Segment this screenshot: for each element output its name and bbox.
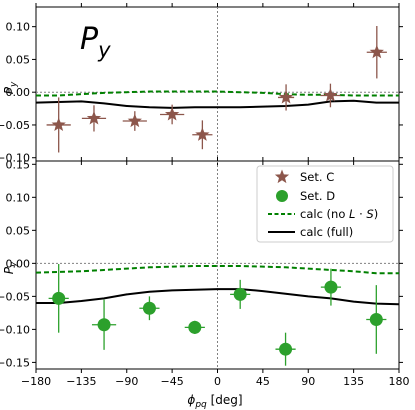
- top-y-tick-label: 0.05: [6, 53, 31, 66]
- top-y-tick-label: −0.10: [0, 152, 30, 165]
- legend-entry-calc-full: calc (full): [268, 225, 353, 239]
- top-y-tick-label: 0.00: [6, 86, 31, 99]
- data-point-set-d: [279, 342, 293, 356]
- top-panel-title-sub: y: [97, 38, 111, 62]
- top-panel: −0.10 −0.05 0.00 0.05 0.10: [0, 3, 403, 165]
- bottom-y-tick-label: −0.10: [0, 323, 30, 336]
- legend-box: [256, 165, 394, 243]
- data-point-set-c: [51, 117, 66, 132]
- bottom-y-axis-label: Py: [2, 261, 19, 274]
- x-tick-label: −180: [21, 375, 51, 388]
- bottom-y-tick-label: −0.15: [0, 356, 30, 369]
- x-tick-label: 0: [214, 375, 221, 388]
- top-y-axis-label: Py: [2, 81, 19, 94]
- bottom-y-tick-label: 0.15: [6, 158, 31, 171]
- top-y-tick-label: −0.05: [0, 119, 30, 132]
- legend-label-calc-full: calc (full): [300, 225, 353, 239]
- data-point-set-c: [127, 113, 142, 128]
- data-point-set-c: [278, 89, 294, 104]
- bottom-y-tick-label: 0.10: [6, 191, 31, 204]
- data-point-set-c: [323, 87, 338, 102]
- top-curve-calc-full: [35, 99, 399, 109]
- x-tick-label: 180: [389, 375, 410, 388]
- x-tick-label: −135: [66, 375, 96, 388]
- bottom-curve-calc-full: [36, 288, 400, 306]
- data-point-set-c: [369, 44, 384, 59]
- data-point-set-d: [324, 280, 338, 294]
- top-curve-calc-no-ls: [36, 90, 399, 97]
- data-point-set-d: [369, 312, 383, 326]
- bottom-y-tick-label: 0.05: [6, 224, 31, 237]
- top-y-tick-label: 0.10: [6, 21, 31, 34]
- x-tick-label: 45: [256, 375, 270, 388]
- legend-entry-set-d: Set. D: [276, 189, 335, 203]
- bottom-y-tick-label: −0.05: [0, 290, 30, 303]
- data-point-set-d: [142, 301, 156, 315]
- data-point-set-c: [195, 127, 210, 141]
- data-point-set-d: [188, 320, 202, 334]
- bottom-y-tick-label: 0.00: [6, 257, 31, 270]
- data-point-set-c: [164, 106, 180, 121]
- legend-circle-marker: [276, 190, 288, 202]
- x-tick-label: −90: [115, 375, 138, 388]
- legend: Set. C Set. D calc (no L · S) calc (full…: [256, 165, 394, 243]
- data-point-set-d: [52, 291, 66, 305]
- bottom-panel: −0.15 −0.10 −0.05 0.00 0.05 0.10 0.15 −180 −135 −…: [0, 157, 410, 388]
- legend-star-marker: [274, 169, 290, 184]
- x-tick-label: 90: [301, 375, 315, 388]
- x-axis-label: ϕpq [deg]: [187, 393, 242, 410]
- legend-label-set-d: Set. D: [300, 189, 335, 203]
- legend-label-calc-no-ls: calc (no L · S): [300, 207, 378, 221]
- data-point-set-c: [86, 110, 102, 125]
- legend-label-set-c: Set. C: [300, 170, 334, 184]
- bottom-curve-calc-no-ls: [35, 264, 399, 275]
- top-panel-title: Py: [80, 22, 111, 62]
- x-tick-label: −45: [161, 375, 184, 388]
- data-point-set-d: [97, 318, 111, 332]
- legend-entry-set-c: Set. C: [274, 169, 334, 184]
- data-point-set-d: [233, 287, 247, 301]
- x-tick-label: 135: [343, 375, 364, 388]
- legend-entry-calc-no-ls: calc (no L · S): [268, 207, 378, 221]
